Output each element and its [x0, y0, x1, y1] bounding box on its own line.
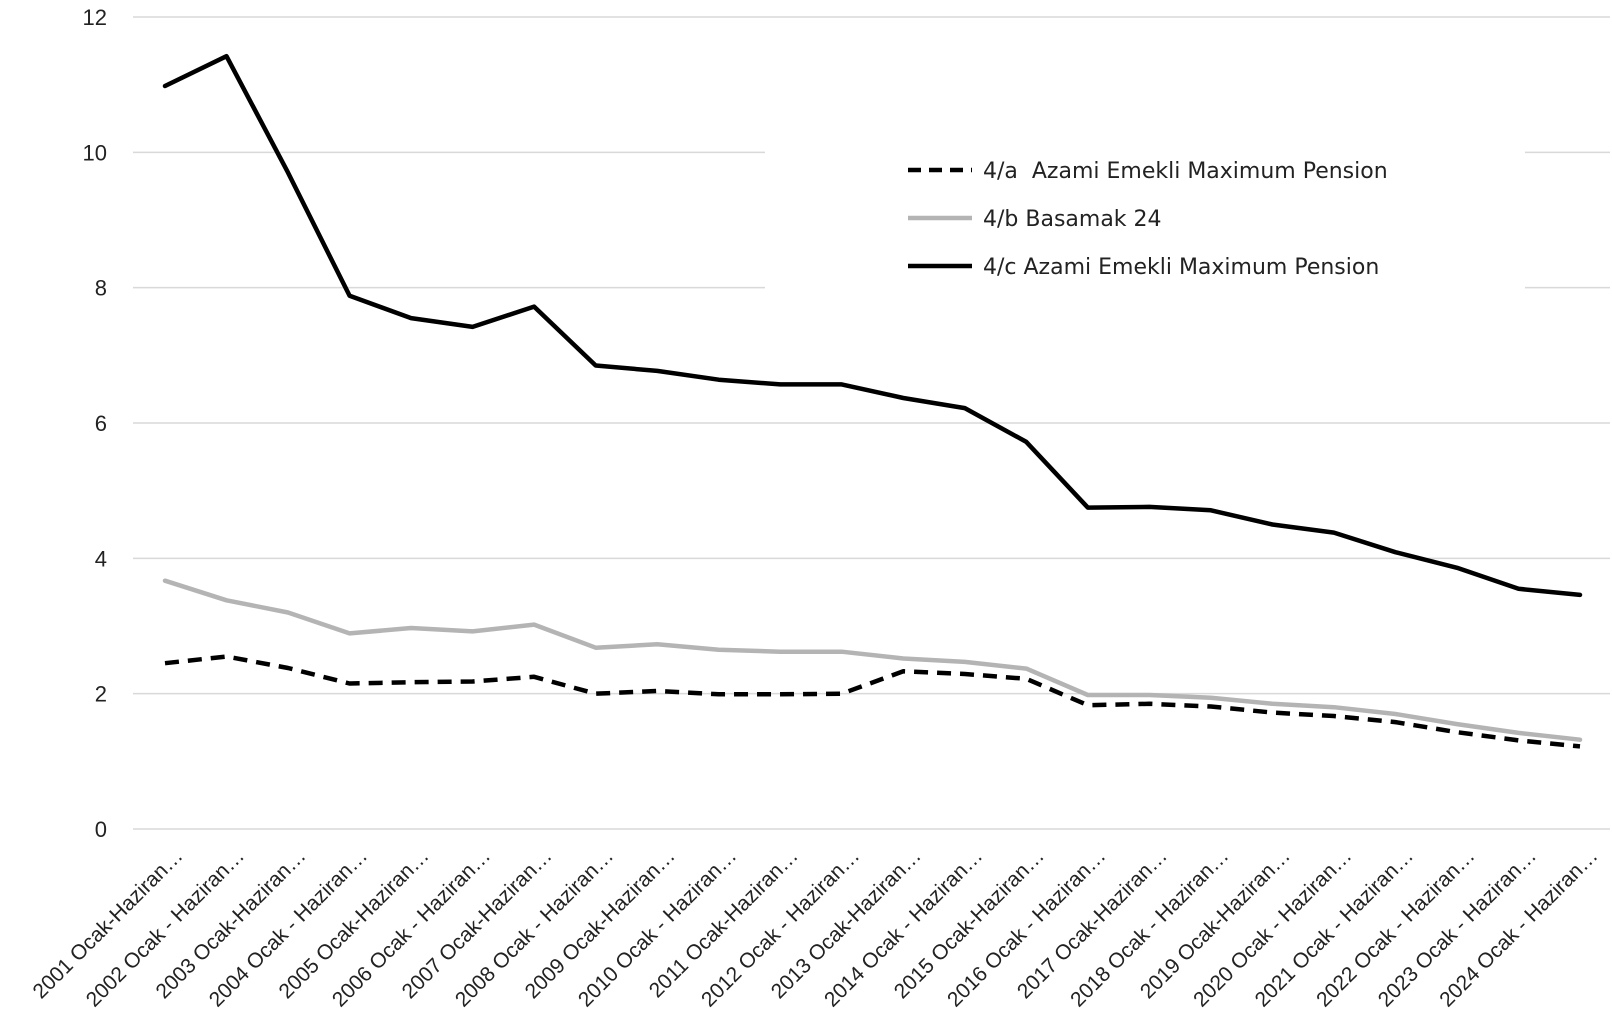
y-tick-label: 4 — [95, 546, 107, 571]
legend-label: 4/a Azami Emekli Maximum Pension — [983, 159, 1388, 184]
series-line-2 — [162, 578, 1583, 742]
y-tick-label: 0 — [95, 817, 107, 842]
series-lines — [162, 53, 1583, 749]
legend-label: 4/c Azami Emekli Maximum Pension — [983, 255, 1379, 280]
x-axis-ticks: 2001 Ocak-Haziran…2002 Ocak - Haziran…20… — [28, 844, 1602, 1011]
gridlines — [133, 16, 1610, 830]
legend: 4/a Azami Emekli Maximum Pension 4/b Basa… — [908, 159, 1388, 280]
y-tick-label: 2 — [95, 682, 107, 707]
series-line-3 — [162, 53, 1583, 598]
series-line-1 — [164, 654, 1581, 749]
y-tick-label: 10 — [83, 140, 107, 165]
legend-label: 4/b Basamak 24 — [983, 207, 1162, 232]
y-axis-ticks: 0 2 4 6 8 10 12 — [83, 5, 107, 842]
y-tick-label: 12 — [83, 5, 107, 30]
y-tick-label: 6 — [95, 411, 107, 436]
y-tick-label: 8 — [95, 276, 107, 301]
